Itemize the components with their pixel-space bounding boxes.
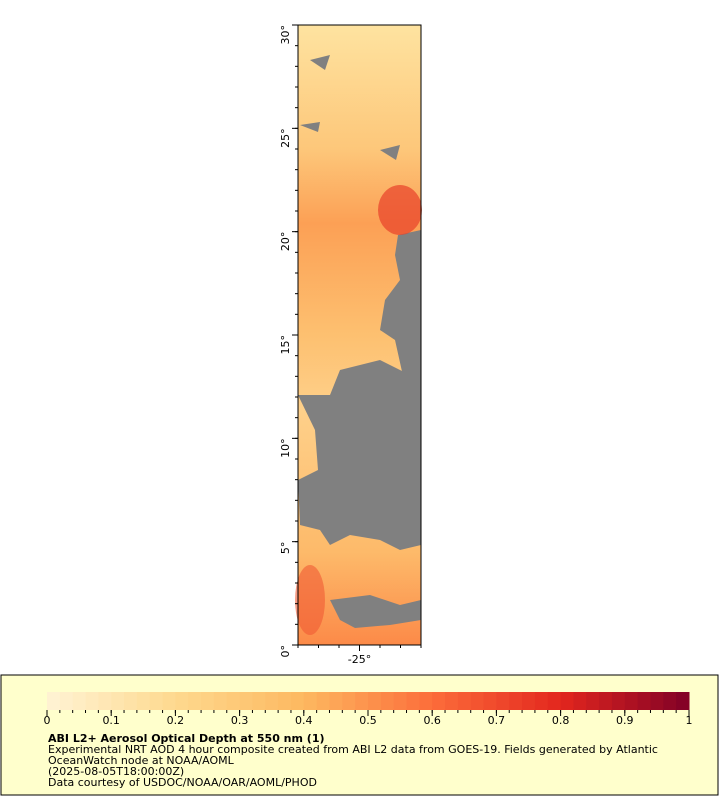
x-tick-label: -25°	[348, 653, 371, 666]
colorbar-swatch	[252, 692, 266, 710]
colorbar-swatch	[226, 692, 241, 710]
colorbar-swatch	[676, 692, 690, 710]
colorbar-swatch	[124, 692, 138, 710]
colorbar-swatch	[111, 692, 125, 710]
colorbar-swatch	[457, 692, 472, 710]
colorbar-swatch	[278, 692, 292, 710]
description-line: Experimental NRT AOD 4 hour composite cr…	[48, 743, 658, 756]
colorbar-tick-label: 0	[44, 714, 51, 727]
colorbar-swatch	[303, 692, 318, 710]
aod-high	[295, 565, 325, 635]
colorbar-tick-label: 0.9	[616, 714, 634, 727]
colorbar-swatch	[393, 692, 408, 710]
colorbar-swatch	[663, 692, 677, 710]
colorbar-tick-label: 0.2	[167, 714, 185, 727]
no-data	[300, 122, 320, 132]
colorbar-swatch	[406, 692, 420, 710]
description-line: OceanWatch node at NOAA/AOML	[48, 754, 235, 767]
colorbar-tick-label: 0.3	[231, 714, 249, 727]
colorbar-swatch	[445, 692, 459, 710]
colorbar-swatch	[188, 692, 202, 710]
colorbar-swatch	[201, 692, 215, 710]
colorbar-swatch	[342, 692, 356, 710]
colorbar-swatch	[72, 692, 87, 710]
colorbar-tick-label: 0.1	[102, 714, 120, 727]
colorbar-swatch	[59, 692, 74, 710]
colorbar-swatch	[98, 692, 112, 710]
title: ABI L2+ Aerosol Optical Depth at 550 nm …	[48, 732, 325, 745]
description-line: (2025-08-05T18:00:00Z)	[48, 765, 184, 778]
aod-high	[378, 185, 422, 235]
colorbar-swatch	[265, 692, 279, 710]
colorbar-swatch	[162, 692, 176, 710]
colorbar-swatch	[509, 692, 523, 710]
y-tick-label: 25°	[279, 128, 292, 148]
y-tick-label: 10°	[279, 438, 292, 458]
colorbar-swatch	[432, 692, 446, 710]
colorbar-swatch	[239, 692, 253, 710]
y-tick-label: 30°	[279, 25, 292, 45]
colorbar-swatch	[560, 692, 574, 710]
colorbar-tick-label: 0.8	[552, 714, 570, 727]
colorbar-swatch	[419, 692, 433, 710]
colorbar-swatch	[483, 692, 497, 710]
colorbar-swatch	[573, 692, 587, 710]
colorbar-tick-label: 0.7	[488, 714, 506, 727]
no-data	[310, 55, 330, 70]
colorbar-swatch	[470, 692, 485, 710]
colorbar-swatch	[522, 692, 536, 710]
no-data	[330, 360, 421, 395]
colorbar-swatch	[85, 692, 99, 710]
colorbar-swatch	[611, 692, 626, 710]
colorbar-swatch	[624, 692, 639, 710]
colorbar-tick-label: 0.4	[295, 714, 313, 727]
colorbar-swatch	[47, 692, 61, 710]
description-line: Data courtesy of USDOC/NOAA/OAR/AOML/PHO…	[48, 776, 317, 789]
colorbar-tick-label: 1	[686, 714, 693, 727]
colorbar-swatch	[136, 692, 151, 710]
colorbar-swatch	[213, 692, 228, 710]
y-tick-label: 5°	[279, 542, 292, 555]
colorbar-swatch	[368, 692, 382, 710]
no-data	[330, 595, 421, 628]
colorbar-swatch	[316, 692, 330, 710]
colorbar-swatch	[547, 692, 562, 710]
colorbar-swatch	[496, 692, 510, 710]
colorbar-swatch	[175, 692, 189, 710]
no-data	[298, 395, 421, 550]
no-data	[380, 145, 400, 160]
colorbar-swatch	[599, 692, 613, 710]
colorbar-swatch	[380, 692, 395, 710]
y-tick-label: 0°	[279, 645, 292, 658]
colorbar-swatch	[586, 692, 600, 710]
colorbar-swatch	[534, 692, 549, 710]
colorbar-swatch	[637, 692, 651, 710]
colorbar-swatch	[329, 692, 343, 710]
colorbar-tick-label: 0.6	[423, 714, 441, 727]
colorbar-swatch	[355, 692, 369, 710]
y-tick-label: 15°	[279, 335, 292, 355]
colorbar-swatch	[650, 692, 664, 710]
colorbar-swatch	[149, 692, 164, 710]
no-data	[380, 230, 421, 395]
colorbar-swatch	[290, 692, 305, 710]
map-field	[295, 25, 422, 645]
y-tick-label: 20°	[279, 232, 292, 252]
colorbar-tick-label: 0.5	[359, 714, 377, 727]
